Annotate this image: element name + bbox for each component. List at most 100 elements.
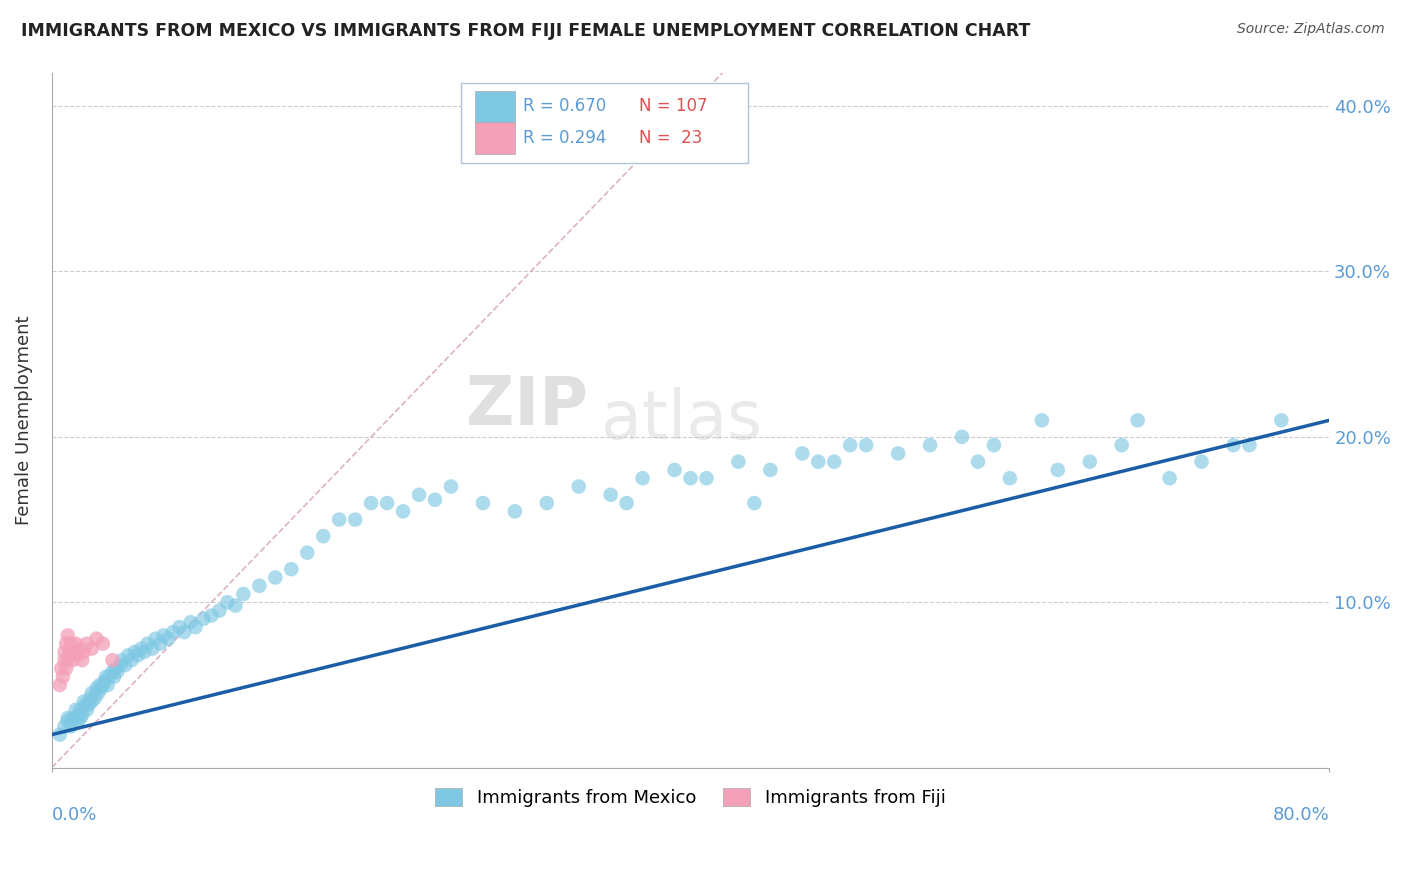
Point — [65, 703, 87, 717]
Point — [471, 496, 494, 510]
Point — [48, 678, 70, 692]
Point — [90, 681, 112, 696]
Point — [86, 632, 108, 646]
Point — [631, 471, 654, 485]
Y-axis label: Female Unemployment: Female Unemployment — [15, 316, 32, 525]
Point — [599, 488, 621, 502]
Point — [69, 641, 91, 656]
Text: ZIP: ZIP — [467, 374, 588, 440]
Point — [208, 603, 231, 617]
Point — [65, 711, 87, 725]
Point — [998, 471, 1021, 485]
Point — [98, 670, 121, 684]
Point — [63, 645, 86, 659]
Point — [134, 645, 156, 659]
Point — [91, 637, 114, 651]
Point — [360, 496, 382, 510]
Point — [70, 653, 93, 667]
Point — [807, 455, 830, 469]
Point — [77, 698, 100, 712]
Point — [503, 504, 526, 518]
Text: N = 107: N = 107 — [640, 97, 707, 115]
Point — [157, 632, 180, 646]
Point — [101, 653, 124, 667]
Point — [110, 658, 132, 673]
Point — [114, 658, 136, 673]
Text: 0.0%: 0.0% — [52, 805, 97, 824]
Point — [76, 703, 98, 717]
Point — [1239, 438, 1261, 452]
Point — [111, 653, 134, 667]
Point — [423, 492, 446, 507]
Point — [80, 694, 103, 708]
Point — [59, 637, 82, 651]
Point — [76, 637, 98, 651]
Text: atlas: atlas — [602, 387, 762, 453]
Point — [65, 637, 87, 651]
Text: 80.0%: 80.0% — [1272, 805, 1329, 824]
Point — [983, 438, 1005, 452]
Text: R = 0.670: R = 0.670 — [523, 97, 606, 115]
Point — [127, 648, 149, 663]
Point — [124, 645, 146, 659]
Point — [93, 674, 115, 689]
Point — [51, 661, 73, 675]
Point — [1046, 463, 1069, 477]
Point — [86, 681, 108, 696]
Point — [280, 562, 302, 576]
Point — [217, 595, 239, 609]
Point — [145, 632, 167, 646]
Point — [950, 430, 973, 444]
Point — [193, 612, 215, 626]
Point — [70, 707, 93, 722]
Point — [1078, 455, 1101, 469]
Point — [247, 579, 270, 593]
Text: R = 0.294: R = 0.294 — [523, 128, 606, 146]
Point — [744, 496, 766, 510]
Point — [117, 648, 139, 663]
Point — [56, 714, 79, 729]
Point — [200, 608, 222, 623]
Point — [440, 479, 463, 493]
Point — [408, 488, 430, 502]
Point — [62, 711, 84, 725]
Point — [59, 719, 82, 733]
Point — [97, 678, 120, 692]
Point — [69, 703, 91, 717]
Point — [1159, 471, 1181, 485]
Point — [264, 570, 287, 584]
Point — [679, 471, 702, 485]
Point — [184, 620, 207, 634]
Point — [328, 512, 350, 526]
Point — [80, 641, 103, 656]
Point — [727, 455, 749, 469]
Point — [101, 665, 124, 679]
Point — [73, 694, 96, 708]
Point — [839, 438, 862, 452]
Point — [887, 446, 910, 460]
Point — [1270, 413, 1292, 427]
Point — [58, 645, 80, 659]
Point — [297, 546, 319, 560]
Point — [695, 471, 717, 485]
Point — [152, 628, 174, 642]
Point — [66, 714, 89, 729]
Point — [149, 637, 172, 651]
Point — [56, 711, 79, 725]
Legend: Immigrants from Mexico, Immigrants from Fiji: Immigrants from Mexico, Immigrants from … — [427, 780, 953, 814]
Point — [823, 455, 845, 469]
Text: N =  23: N = 23 — [640, 128, 703, 146]
Point — [173, 625, 195, 640]
Point — [616, 496, 638, 510]
Point — [66, 648, 89, 663]
Point — [129, 641, 152, 656]
Point — [1222, 438, 1244, 452]
Point — [67, 707, 90, 722]
Point — [224, 599, 246, 613]
Point — [967, 455, 990, 469]
Point — [568, 479, 591, 493]
Point — [392, 504, 415, 518]
Point — [664, 463, 686, 477]
Point — [918, 438, 941, 452]
Point — [53, 719, 76, 733]
